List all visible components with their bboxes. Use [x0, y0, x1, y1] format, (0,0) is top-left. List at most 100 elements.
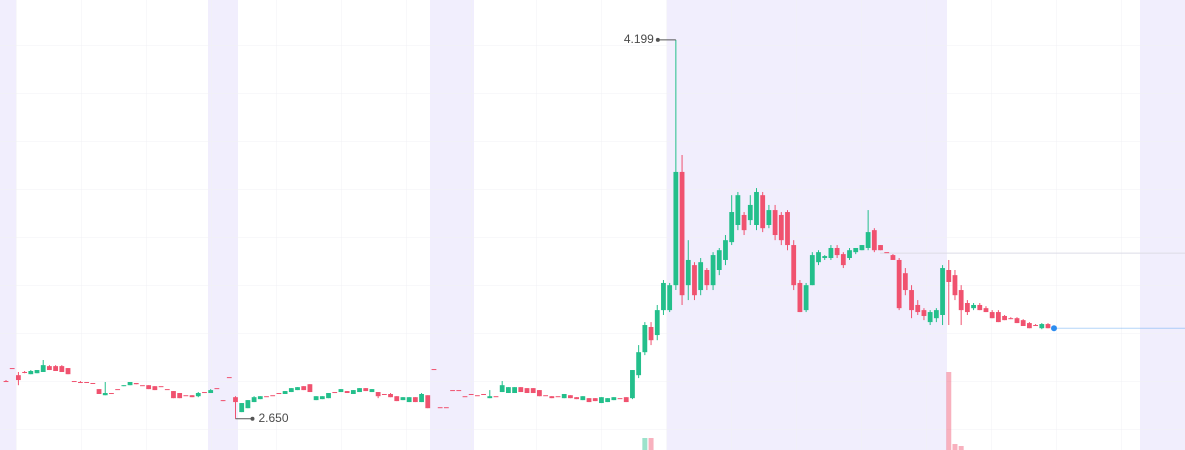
candle-body	[809, 255, 815, 286]
candle-body	[561, 393, 567, 399]
candle-body	[568, 395, 573, 399]
candle-body	[189, 395, 195, 398]
candle-body	[16, 375, 21, 381]
candle-body	[549, 396, 555, 399]
candle-body	[1020, 320, 1026, 327]
candle-body	[121, 385, 127, 387]
candle-body	[406, 397, 412, 403]
max-dot	[655, 37, 660, 42]
candle-body	[270, 395, 276, 397]
candle-body	[326, 393, 331, 399]
candle-body	[927, 312, 933, 323]
candle-body	[22, 371, 28, 373]
candle-body	[729, 212, 735, 243]
candle-body	[381, 393, 387, 395]
candle-body	[580, 396, 586, 401]
candle-body	[319, 396, 325, 400]
candle-body	[785, 212, 790, 246]
candle-body	[487, 396, 493, 399]
candle-body	[78, 382, 83, 384]
annotations: 4.199 2.650	[235, 32, 1057, 425]
last-price-dot	[1051, 325, 1057, 332]
candle-body	[630, 370, 635, 399]
candle-body	[109, 393, 114, 395]
candle-body	[648, 326, 654, 341]
candle-body	[890, 255, 896, 260]
volume-bar	[952, 444, 958, 450]
candle-body	[40, 365, 46, 372]
candle-body	[822, 256, 828, 259]
candle-body	[884, 252, 890, 254]
volume-bar	[946, 372, 952, 450]
candle-body	[574, 397, 580, 400]
volume-bar	[958, 446, 964, 450]
candle-body	[226, 377, 232, 379]
min-dot	[250, 416, 255, 421]
candle-body	[816, 252, 821, 263]
candle-body	[698, 262, 704, 291]
candle-body	[90, 382, 96, 384]
candle-body	[34, 370, 40, 374]
candle-body	[28, 371, 34, 375]
candle-body	[9, 368, 15, 370]
candle-body	[412, 397, 418, 403]
candle-body	[679, 171, 685, 296]
candle-body	[673, 171, 679, 286]
candle-body	[878, 245, 883, 251]
candle-body	[797, 282, 803, 313]
candle-body	[443, 407, 449, 409]
candle-body	[53, 366, 59, 372]
candle-body	[276, 393, 282, 395]
candle-body	[946, 270, 952, 282]
candle-body	[425, 395, 431, 409]
candle-body	[301, 386, 307, 391]
candle-body	[394, 396, 400, 402]
candle-body	[295, 387, 300, 391]
candle-body	[791, 245, 797, 286]
candle-body	[592, 398, 598, 402]
volume-bar	[648, 438, 654, 450]
candle-body	[716, 250, 722, 270]
candle-body	[766, 210, 772, 225]
candle-body	[692, 265, 697, 296]
candle-body	[865, 232, 871, 248]
candle-body	[481, 393, 486, 395]
candle-body	[933, 310, 939, 319]
candle-body	[921, 310, 927, 316]
candle-body	[1014, 318, 1020, 324]
candle-body	[952, 275, 958, 296]
candle-body	[971, 304, 976, 309]
candle-body	[133, 382, 139, 385]
candle-body	[450, 390, 455, 392]
candle-body	[747, 204, 753, 221]
candle-body	[636, 352, 642, 376]
candle-body	[704, 270, 710, 286]
candle-body	[456, 390, 462, 392]
candle-body	[127, 382, 133, 386]
candle-body	[834, 247, 840, 256]
candle-body	[896, 259, 902, 309]
candle-body	[195, 393, 201, 397]
candle-body	[685, 259, 691, 286]
candle-body	[152, 386, 158, 391]
candle-body	[859, 245, 865, 251]
volume-bar	[642, 438, 648, 450]
candle-body	[214, 388, 220, 390]
candle-body	[741, 214, 747, 231]
candle-body	[778, 214, 784, 241]
candle-body	[940, 268, 945, 315]
candle-body	[65, 368, 71, 375]
candle-body	[437, 407, 443, 409]
candle-body	[493, 396, 499, 398]
candle-body	[524, 388, 530, 394]
candle-body	[555, 396, 561, 398]
candle-body	[661, 282, 666, 311]
candle-body	[84, 382, 90, 384]
candle-body	[462, 396, 468, 398]
candle-body	[431, 369, 437, 371]
candle-body	[605, 398, 611, 403]
candle-body	[96, 389, 102, 394]
candle-body	[828, 247, 834, 259]
candle-body	[245, 400, 251, 409]
candle-body	[909, 290, 914, 311]
